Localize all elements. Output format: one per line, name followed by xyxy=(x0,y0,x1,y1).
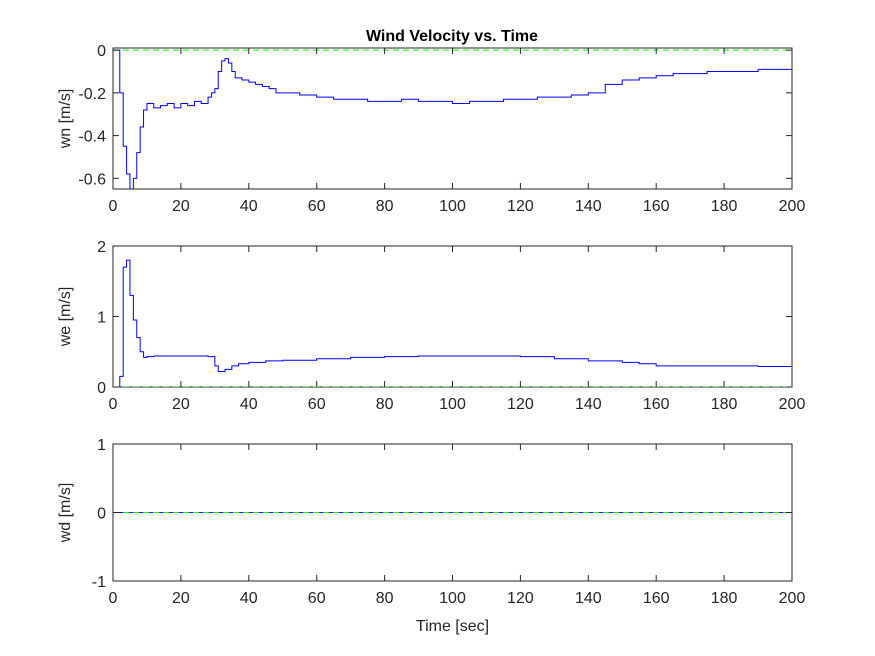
y-tick-label: -1 xyxy=(92,574,106,591)
x-tick-label: 20 xyxy=(172,396,190,413)
x-tick-label: 140 xyxy=(575,198,602,215)
y-axis-label: wd [m/s] xyxy=(57,483,74,544)
x-tick-label: 0 xyxy=(109,590,118,607)
x-tick-label: 180 xyxy=(711,590,738,607)
y-tick-label: 2 xyxy=(97,239,106,256)
y-tick-label: -0.4 xyxy=(78,129,106,146)
y-tick-label: 1 xyxy=(97,437,106,454)
axes-wn: 0 20 40 60 80 100 120 140 160 180 200 -0.6 -0.4 -0.2 0… xyxy=(57,43,805,215)
plot-area xyxy=(112,47,793,190)
x-axis-label: Time [sec] xyxy=(416,618,489,635)
x-tick-label: 120 xyxy=(507,590,534,607)
series-line-wn xyxy=(113,49,792,189)
x-tick-label: 20 xyxy=(172,198,190,215)
y-tick-label: -0.6 xyxy=(78,171,106,188)
x-tick-label: 100 xyxy=(439,590,466,607)
axes-container: 0 20 40 60 80 100 120 140 160 180 200-0.6-0.4-0.20… xyxy=(57,43,805,635)
y-tick-label: 0 xyxy=(97,506,106,523)
x-tick-label: 0 xyxy=(109,396,118,413)
x-tick-label: 120 xyxy=(507,396,534,413)
x-tick-label: 0 xyxy=(109,198,118,215)
x-tick-label: 80 xyxy=(376,590,394,607)
x-tick-label: 40 xyxy=(240,198,258,215)
x-tick-label: 180 xyxy=(711,396,738,413)
y-axis-label: wn [m/s] xyxy=(57,89,74,150)
x-tick-label: 40 xyxy=(240,396,258,413)
figure-title: Wind Velocity vs. Time xyxy=(366,28,538,45)
x-tick-label: 80 xyxy=(376,198,394,215)
x-tick-label: 140 xyxy=(575,590,602,607)
x-tick-label: 180 xyxy=(711,198,738,215)
x-tick-label: 60 xyxy=(308,590,326,607)
x-tick-label: 60 xyxy=(308,396,326,413)
series-line-we xyxy=(113,259,792,387)
x-tick-label: 20 xyxy=(172,590,190,607)
x-tick-label: 160 xyxy=(643,396,670,413)
x-tick-label: 160 xyxy=(643,590,670,607)
y-tick-label: -0.2 xyxy=(78,86,106,103)
x-tick-label: 200 xyxy=(779,396,806,413)
x-tick-label: 200 xyxy=(779,198,806,215)
x-tick-label: 60 xyxy=(308,198,326,215)
plot-area xyxy=(112,245,793,388)
x-tick-label: 120 xyxy=(507,198,534,215)
y-axis-label: we [m/s] xyxy=(57,287,74,348)
x-tick-label: 200 xyxy=(779,590,806,607)
x-tick-label: 40 xyxy=(240,590,258,607)
x-tick-label: 80 xyxy=(376,396,394,413)
y-tick-label: 0 xyxy=(97,380,106,397)
x-tick-label: 160 xyxy=(643,198,670,215)
y-tick-label: 1 xyxy=(97,310,106,327)
x-tick-label: 100 xyxy=(439,396,466,413)
x-tick-label: 140 xyxy=(575,396,602,413)
axes-we: 0 20 40 60 80 100 120 140 160 180 200 0 1 2 we [m/s] xyxy=(57,239,805,413)
y-tick-label: 0 xyxy=(97,43,106,60)
x-tick-label: 100 xyxy=(439,198,466,215)
